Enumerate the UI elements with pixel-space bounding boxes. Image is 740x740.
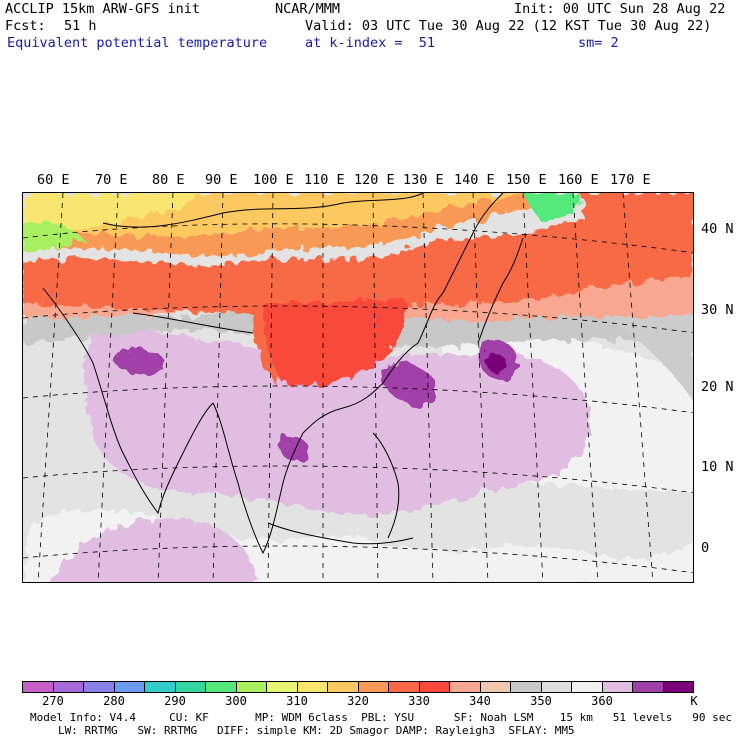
lavender-field-south bbox=[49, 519, 256, 582]
lon-label: 150 E bbox=[506, 172, 547, 188]
valid-time: Valid: 03 UTC Tue 30 Aug 22 (12 KST Tue … bbox=[305, 18, 712, 34]
colorbar-label: 340 bbox=[469, 694, 491, 708]
colorbar-swatch bbox=[296, 682, 327, 692]
lat-label: 0 bbox=[701, 540, 710, 556]
lat-label: 10 N bbox=[701, 459, 734, 475]
colorbar-swatch bbox=[418, 682, 449, 692]
lon-label: 90 E bbox=[205, 172, 238, 188]
purple-core-indochina bbox=[278, 436, 309, 462]
lat-label: 40 N bbox=[701, 221, 734, 237]
colorbar-swatch bbox=[479, 682, 510, 692]
lon-label: 80 E bbox=[152, 172, 185, 188]
lat-label: 30 N bbox=[701, 302, 734, 318]
red-ne bbox=[582, 193, 693, 238]
colorbar-label: 320 bbox=[347, 694, 369, 708]
colorbar-swatch bbox=[601, 682, 632, 692]
lon-label: 160 E bbox=[558, 172, 599, 188]
lavender-field bbox=[85, 330, 591, 516]
colorbar-unit: K bbox=[690, 694, 698, 708]
colorbar-swatch bbox=[113, 682, 144, 692]
colorbar-label: 280 bbox=[103, 694, 125, 708]
orange-dark-band bbox=[23, 193, 543, 256]
purple-core-scs bbox=[382, 362, 437, 406]
colorbar-swatch bbox=[662, 682, 693, 692]
colorbar-swatch bbox=[83, 682, 114, 692]
init-time: Init: 00 UTC Sun 28 Aug 22 bbox=[514, 1, 726, 17]
coastline-indonesia bbox=[267, 522, 414, 545]
model-title: ACCLIP 15km ARW-GFS init bbox=[5, 1, 201, 17]
smoothing-info: sm= 2 bbox=[578, 35, 619, 51]
colorbar-label: 330 bbox=[408, 694, 430, 708]
colorbar-swatch bbox=[235, 682, 266, 692]
forecast-label: Fcst: bbox=[5, 18, 46, 34]
border-mongolia bbox=[102, 193, 424, 228]
colorbar-swatch bbox=[174, 682, 205, 692]
lon-label: 130 E bbox=[403, 172, 444, 188]
lon-label: 70 E bbox=[95, 172, 128, 188]
colorbar bbox=[22, 681, 694, 693]
colorbar-swatch bbox=[144, 682, 175, 692]
coastline-japan bbox=[477, 237, 524, 344]
dark-purple-core bbox=[486, 351, 505, 373]
lat-label: 20 N bbox=[701, 379, 734, 395]
colorbar-label: 270 bbox=[42, 694, 64, 708]
lon-label: 170 E bbox=[610, 172, 651, 188]
colorbar-swatch bbox=[23, 682, 53, 692]
colorbar-swatch bbox=[205, 682, 236, 692]
colorbar-swatch bbox=[540, 682, 571, 692]
lon-label: 140 E bbox=[454, 172, 495, 188]
forecast-hours: 51 h bbox=[64, 18, 97, 34]
coastline-se-asia bbox=[212, 292, 444, 555]
level-info: at k-index = 51 bbox=[305, 35, 436, 51]
grey-band-east bbox=[583, 313, 693, 401]
lon-label: 60 E bbox=[37, 172, 70, 188]
coastline-philippines bbox=[372, 432, 400, 539]
lon-label: 110 E bbox=[304, 172, 345, 188]
yellow-field bbox=[23, 193, 203, 238]
colorbar-label: 350 bbox=[530, 694, 552, 708]
colorbar-swatch bbox=[266, 682, 297, 692]
colorbar-label: 310 bbox=[286, 694, 308, 708]
org-label: NCAR/MMM bbox=[275, 1, 341, 17]
colorbar-swatch bbox=[510, 682, 541, 692]
colorbar-swatch bbox=[632, 682, 663, 692]
colorbar-label: 290 bbox=[164, 694, 186, 708]
colorbar-swatch bbox=[571, 682, 602, 692]
colorbar-swatch bbox=[327, 682, 358, 692]
red-orange-band bbox=[23, 203, 693, 383]
colorbar-swatch bbox=[52, 682, 83, 692]
coastline-india bbox=[42, 287, 214, 515]
field-name: Equivalent potential temperature bbox=[7, 35, 268, 51]
green-patch-west bbox=[23, 221, 83, 253]
colorbar-label: 360 bbox=[591, 694, 613, 708]
lon-label: 100 E bbox=[253, 172, 294, 188]
model-info-line1: Model Info: V4.4 CU: KF MP: WDM 6class P… bbox=[30, 711, 732, 724]
colorbar-swatch bbox=[388, 682, 419, 692]
colorbar-swatch bbox=[449, 682, 480, 692]
green-patch-east bbox=[523, 193, 583, 223]
border-himalaya bbox=[132, 312, 254, 334]
model-info-line2: LW: RRTMG SW: RRTMG DIFF: simple KM: 2D … bbox=[58, 724, 575, 737]
red-core bbox=[263, 298, 405, 385]
map-canvas bbox=[23, 193, 693, 582]
coastline-china-north bbox=[442, 193, 504, 294]
theta-e-map bbox=[22, 192, 694, 583]
purple-core-india bbox=[112, 347, 167, 376]
colorbar-swatch bbox=[357, 682, 388, 692]
colorbar-label: 300 bbox=[225, 694, 247, 708]
lon-label: 120 E bbox=[354, 172, 395, 188]
